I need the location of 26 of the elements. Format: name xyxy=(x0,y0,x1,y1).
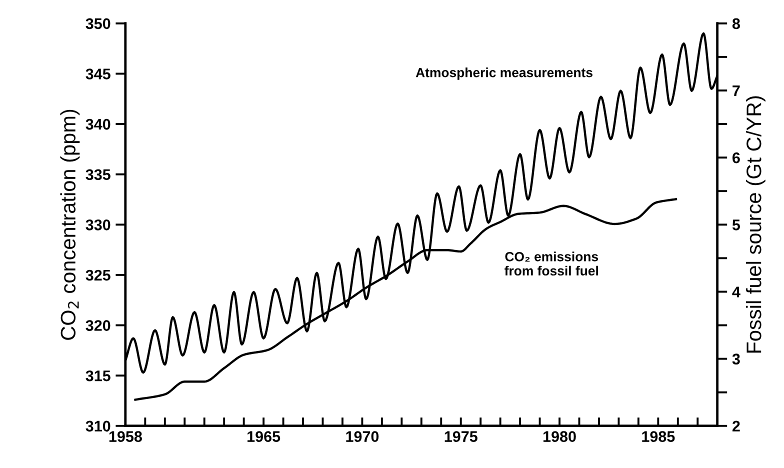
y-tick-label: 345 xyxy=(86,68,110,80)
y-tick-label: 350 xyxy=(86,18,110,30)
y-tick-label: 330 xyxy=(86,220,110,230)
y2-tick-label: 5 xyxy=(732,220,740,230)
x-tick-label: 1980 xyxy=(543,431,576,442)
series-label: Atmospheric measurements xyxy=(416,68,592,80)
y2-tick-label: 2 xyxy=(732,420,740,432)
x-tick-label: 1985 xyxy=(642,431,675,442)
y-tick-label: 310 xyxy=(86,420,110,432)
x-tick-label: 1965 xyxy=(248,431,280,442)
y2-tick-label: 6 xyxy=(732,152,740,164)
y-tick-label: 325 xyxy=(86,270,110,281)
y2-tick-label: 7 xyxy=(732,86,740,96)
y2-tick-label: 8 xyxy=(732,18,740,30)
y-tick-label: 335 xyxy=(86,169,110,180)
y2-tick-label: 3 xyxy=(732,354,740,365)
y-tick-label: 315 xyxy=(86,370,110,382)
y2-axis-title: Fossil fuel source (Gt C/YR) xyxy=(746,96,766,353)
y-tick-label: 340 xyxy=(86,118,110,130)
y-tick-label: 320 xyxy=(86,320,110,331)
x-tick-label: 1975 xyxy=(444,431,478,442)
x-tick-label: 1970 xyxy=(346,431,379,442)
y2-tick-label: 4 xyxy=(732,286,740,298)
x-tick-label: 1958 xyxy=(109,431,142,442)
y-axis-title: CO$_{2}$ concentration (ppm) xyxy=(60,110,80,340)
text: CO₂ emissions from fossil fuel xyxy=(504,252,598,276)
